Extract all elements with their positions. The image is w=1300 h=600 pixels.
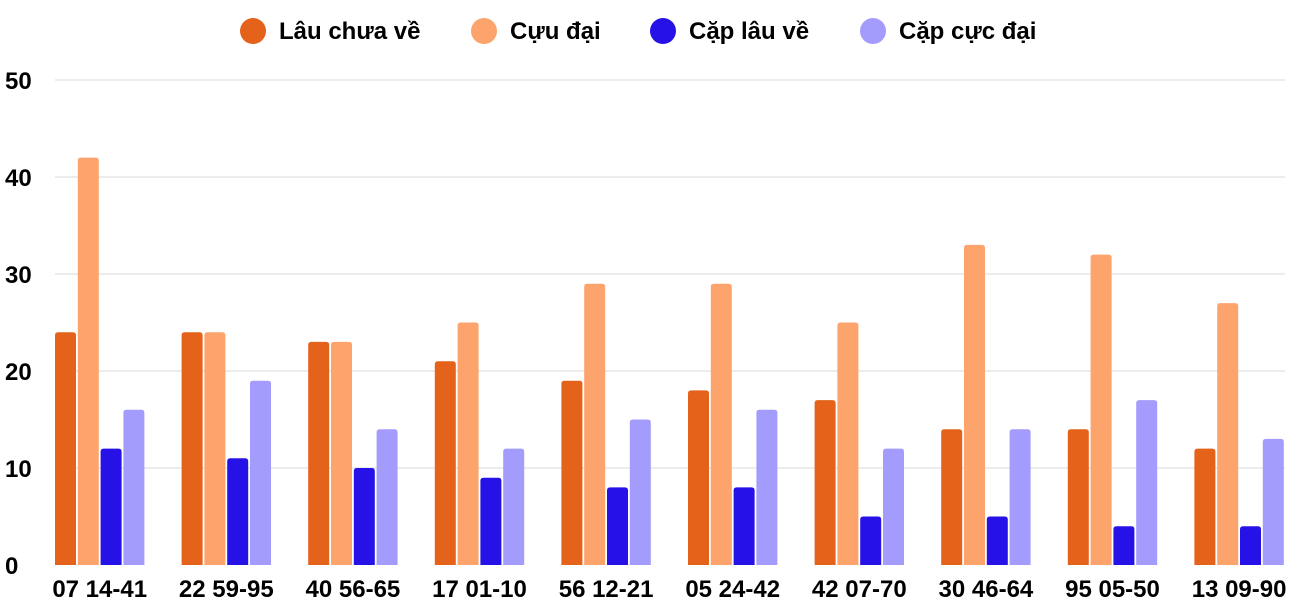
bar bbox=[227, 458, 249, 565]
bar bbox=[353, 468, 375, 565]
bar bbox=[434, 361, 456, 565]
bar bbox=[376, 429, 398, 565]
bar bbox=[55, 332, 76, 565]
bar bbox=[1136, 400, 1158, 565]
bar bbox=[733, 487, 755, 565]
bar bbox=[584, 283, 606, 565]
legend-swatch bbox=[650, 18, 676, 44]
bar bbox=[457, 322, 479, 565]
bar bbox=[1113, 526, 1135, 565]
bar bbox=[561, 380, 583, 565]
x-category-label: 42 07-70 bbox=[812, 576, 907, 600]
bar bbox=[710, 283, 732, 565]
x-category-label: 40 56-65 bbox=[306, 576, 401, 600]
bar bbox=[1194, 448, 1216, 565]
bar bbox=[250, 380, 271, 565]
bar bbox=[77, 157, 99, 565]
legend-swatch bbox=[860, 18, 886, 44]
bar bbox=[123, 409, 145, 565]
x-category-label: 07 14-41 bbox=[52, 576, 147, 600]
bar bbox=[181, 332, 203, 565]
bar bbox=[1262, 438, 1284, 565]
x-axis-categories: 07 14-41 22 59-95 40 56-65 17 01-10 56 12-21… bbox=[52, 576, 1286, 600]
y-tick-label: 40 bbox=[5, 165, 32, 192]
bar bbox=[964, 244, 985, 565]
x-category-label: 17 01-10 bbox=[432, 576, 527, 600]
y-tick-label: 50 bbox=[5, 68, 32, 95]
bar bbox=[883, 448, 904, 565]
legend-swatch bbox=[471, 18, 497, 44]
bar bbox=[837, 322, 859, 565]
bar bbox=[688, 390, 709, 565]
bar bbox=[756, 409, 778, 565]
x-category-label: 22 59-95 bbox=[179, 576, 274, 600]
x-category-label: 30 46-64 bbox=[939, 576, 1034, 600]
bar bbox=[100, 448, 122, 565]
y-axis-ticks: 0 10 20 30 40 50 bbox=[5, 68, 32, 580]
x-category-label: 95 05-50 bbox=[1065, 576, 1160, 600]
bars bbox=[55, 157, 1284, 565]
bar bbox=[1217, 303, 1239, 565]
legend-label: Cặp cực đại bbox=[899, 18, 1036, 45]
bar bbox=[331, 341, 352, 565]
bar bbox=[480, 477, 502, 565]
bar bbox=[629, 419, 651, 565]
bar bbox=[986, 516, 1008, 565]
y-tick-label: 30 bbox=[5, 262, 32, 289]
legend-label: Cựu đại bbox=[510, 18, 601, 45]
bar bbox=[204, 332, 226, 565]
bar bbox=[1240, 526, 1261, 565]
y-tick-label: 0 bbox=[5, 553, 18, 580]
x-category-label: 05 24-42 bbox=[685, 576, 780, 600]
bar bbox=[308, 341, 330, 565]
y-tick-label: 10 bbox=[5, 456, 32, 483]
bar bbox=[814, 400, 836, 565]
bar bbox=[941, 429, 963, 565]
bar bbox=[607, 487, 628, 565]
bar bbox=[1067, 429, 1089, 565]
legend: Lâu chưa về Cựu đại Cặp lâu về Cặp cực đại bbox=[240, 18, 1036, 45]
x-category-label: 56 12-21 bbox=[559, 576, 654, 600]
legend-swatch bbox=[240, 18, 266, 44]
bar bbox=[1090, 254, 1112, 565]
bar bbox=[860, 516, 882, 565]
bar bbox=[1009, 429, 1031, 565]
y-tick-label: 20 bbox=[5, 359, 32, 386]
x-category-label: 13 09-90 bbox=[1192, 576, 1287, 600]
legend-label: Lâu chưa về bbox=[279, 18, 420, 45]
bar bbox=[503, 448, 525, 565]
legend-label: Cặp lâu về bbox=[689, 18, 809, 45]
